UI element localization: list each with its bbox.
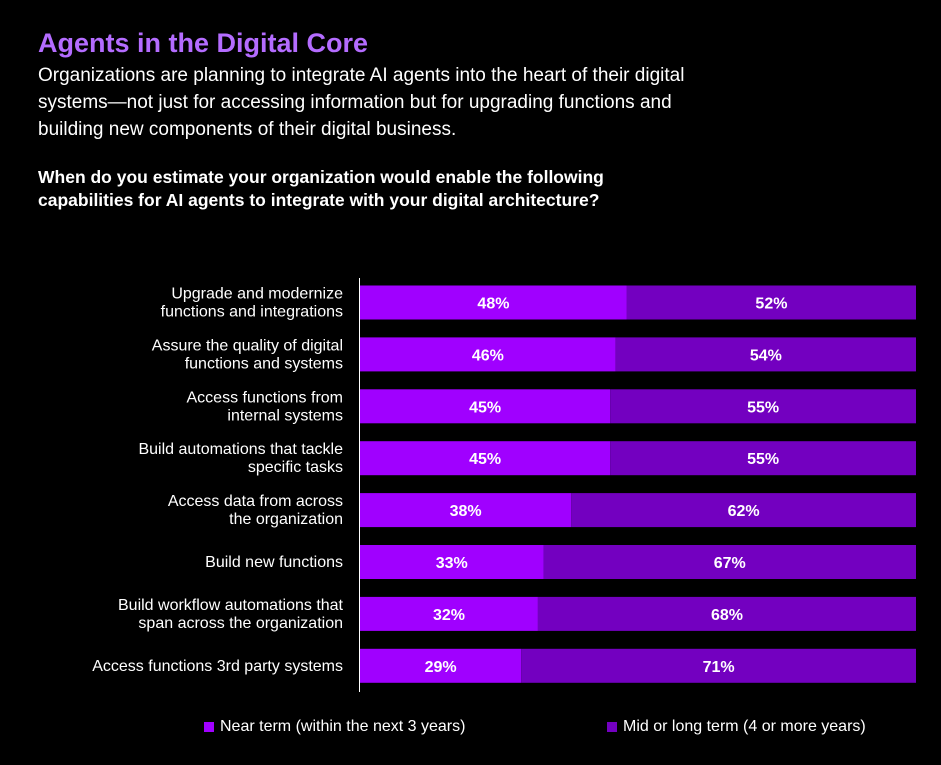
bar-near-term bbox=[360, 441, 611, 476]
category-label: Upgrade and modernize functions and integ… bbox=[161, 286, 343, 321]
value-label-near-term: 33% bbox=[436, 555, 468, 572]
stacked-bar-chart: Upgrade and modernize functions and integ… bbox=[92, 278, 916, 692]
category-label: Assure the quality of digital functions a… bbox=[152, 337, 343, 372]
chart-legend: Near term (within the next 3 years) Mid … bbox=[0, 718, 941, 742]
value-label-mid-long-term: 71% bbox=[703, 659, 735, 676]
bar-near-term bbox=[360, 545, 544, 579]
category-label: Build automations that tackle specific ta… bbox=[138, 441, 343, 476]
category-label: Access functions 3rd party systems bbox=[92, 658, 343, 675]
category-label-line: span across the organization bbox=[138, 615, 343, 632]
category-label-line: functions and integrations bbox=[161, 304, 343, 321]
value-label-mid-long-term: 52% bbox=[755, 296, 787, 313]
bar-mid-long-term bbox=[610, 389, 916, 424]
bar-near-term bbox=[360, 285, 627, 320]
category-label-line: Assure the quality of digital bbox=[152, 337, 343, 354]
bar-near-term bbox=[360, 337, 616, 372]
category-label-line: Build workflow automations that bbox=[118, 597, 344, 614]
legend-swatch-mid-long-term bbox=[607, 722, 617, 732]
category-label-line: specific tasks bbox=[248, 459, 343, 476]
legend-item-near-term: Near term (within the next 3 years) bbox=[204, 718, 465, 736]
bar-mid-long-term bbox=[543, 545, 916, 579]
category-label: Build workflow automations that span acro… bbox=[118, 597, 344, 632]
legend-swatch-near-term bbox=[204, 722, 214, 732]
chart-title: Agents in the Digital Core bbox=[38, 28, 369, 58]
legend-label-mid-long-term: Mid or long term (4 or more years) bbox=[623, 718, 866, 735]
value-label-mid-long-term: 55% bbox=[747, 451, 779, 468]
bar-near-term bbox=[360, 596, 538, 631]
category-label-line: Build automations that tackle bbox=[138, 441, 343, 458]
category-label-line: Access functions 3rd party systems bbox=[92, 658, 343, 675]
value-label-mid-long-term: 54% bbox=[750, 347, 782, 364]
category-label-line: Upgrade and modernize bbox=[171, 286, 343, 303]
value-label-near-term: 48% bbox=[477, 296, 509, 313]
value-label-mid-long-term: 55% bbox=[747, 399, 779, 416]
category-label: Build new functions bbox=[205, 554, 343, 571]
category-label-line: Build new functions bbox=[205, 554, 343, 571]
value-label-near-term: 29% bbox=[425, 659, 457, 676]
value-label-mid-long-term: 68% bbox=[711, 607, 743, 624]
value-label-mid-long-term: 67% bbox=[714, 555, 746, 572]
category-label-line: Access data from across bbox=[168, 493, 343, 510]
survey-question: When do you estimate your organization w… bbox=[38, 167, 604, 210]
bar-mid-long-term bbox=[626, 285, 916, 320]
category-label-line: Access functions from bbox=[187, 389, 344, 406]
value-label-near-term: 45% bbox=[469, 399, 501, 416]
legend-item-mid-long-term: Mid or long term (4 or more years) bbox=[607, 718, 866, 736]
bar-near-term bbox=[360, 493, 572, 528]
value-label-near-term: 46% bbox=[472, 347, 504, 364]
chart-subtitle: Organizations are planning to integrate … bbox=[38, 65, 685, 140]
value-label-near-term: 45% bbox=[469, 451, 501, 468]
legend-label-near-term: Near term (within the next 3 years) bbox=[220, 718, 466, 735]
category-label-line: the organization bbox=[229, 511, 343, 528]
category-label-line: functions and systems bbox=[185, 355, 343, 372]
bar-mid-long-term bbox=[615, 337, 916, 372]
value-label-near-term: 38% bbox=[450, 503, 482, 520]
bar-mid-long-term bbox=[537, 596, 916, 631]
bar-mid-long-term bbox=[571, 493, 916, 528]
bar-mid-long-term bbox=[610, 441, 916, 476]
category-label-line: internal systems bbox=[227, 407, 343, 424]
bar-mid-long-term bbox=[521, 648, 916, 683]
value-label-near-term: 32% bbox=[433, 607, 465, 624]
bar-near-term bbox=[360, 389, 611, 424]
value-label-mid-long-term: 62% bbox=[728, 503, 760, 520]
category-label: Access data from across the organization bbox=[168, 493, 343, 528]
category-label: Access functions from internal systems bbox=[187, 389, 344, 424]
bar-near-term bbox=[360, 648, 522, 683]
